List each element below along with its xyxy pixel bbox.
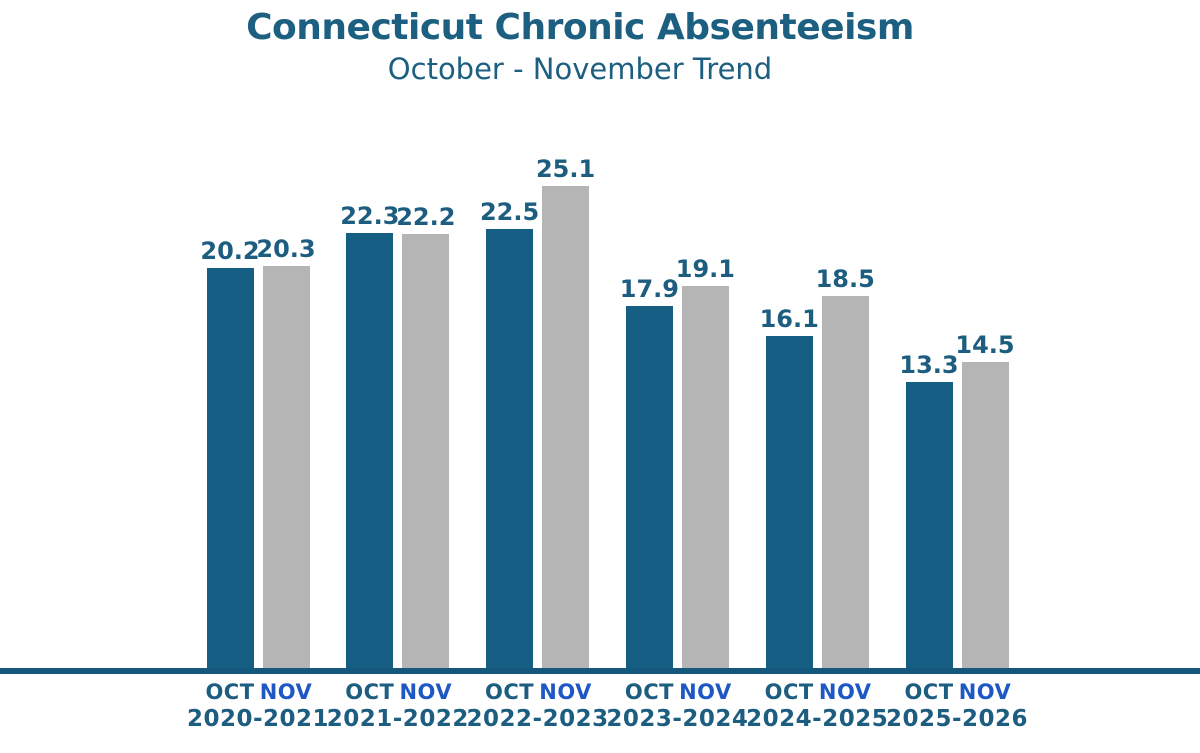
oct-value-label: 17.9 (619, 275, 679, 303)
oct-tick-label: OCT (205, 680, 255, 704)
nov-bar (262, 266, 310, 673)
nov-value-label: 25.1 (535, 155, 596, 183)
year-tick-label: 2020-2021 (186, 706, 330, 732)
chart-subtitle: October - November Trend (387, 51, 773, 86)
year-tick-label: 2024-2025 (746, 706, 889, 732)
nov-tick-label: NOV (539, 680, 592, 704)
nov-bar (542, 186, 590, 673)
nov-value-label: 22.2 (396, 203, 456, 231)
nov-value-label: 14.5 (955, 331, 1015, 359)
nov-value-label: 19.1 (675, 255, 735, 283)
oct-bar (206, 268, 254, 673)
nov-tick-label: NOV (958, 680, 1012, 704)
nov-tick-label: NOV (259, 680, 313, 704)
nov-bar (961, 362, 1009, 673)
chart-header: Connecticut Chronic Absenteeism October … (0, 8, 1200, 85)
oct-bar (905, 382, 953, 673)
x-axis-line (0, 668, 1200, 674)
nov-value-label: 18.5 (815, 265, 875, 293)
oct-tick-label: OCT (345, 680, 395, 704)
oct-value-label: 22.5 (479, 198, 540, 226)
year-tick-label: 2022-2023 (466, 706, 609, 732)
nov-tick-label: NOV (399, 680, 453, 704)
nov-tick-label: NOV (679, 680, 732, 704)
oct-bar (486, 229, 534, 673)
nov-bar (402, 234, 450, 673)
oct-tick-label: OCT (904, 680, 954, 704)
year-tick-label: 2023-2024 (606, 706, 749, 732)
year-tick-label: 2021-2022 (326, 706, 469, 732)
oct-bar (765, 336, 813, 673)
nov-bar (821, 296, 869, 673)
nov-tick-label: NOV (818, 680, 872, 704)
oct-value-label: 13.3 (899, 351, 959, 379)
oct-tick-label: OCT (624, 680, 674, 704)
oct-tick-label: OCT (764, 680, 814, 704)
oct-bar (346, 233, 394, 673)
nov-bar (681, 286, 729, 673)
oct-value-label: 16.1 (759, 305, 819, 333)
nov-value-label: 20.3 (256, 235, 316, 263)
oct-tick-label: OCT (485, 680, 535, 704)
year-tick-label: 2025-2026 (885, 706, 1029, 732)
chart-title: Connecticut Chronic Absenteeism (246, 7, 914, 48)
oct-value-label: 20.2 (200, 237, 260, 265)
oct-bar (625, 306, 673, 673)
oct-value-label: 22.3 (340, 202, 400, 230)
